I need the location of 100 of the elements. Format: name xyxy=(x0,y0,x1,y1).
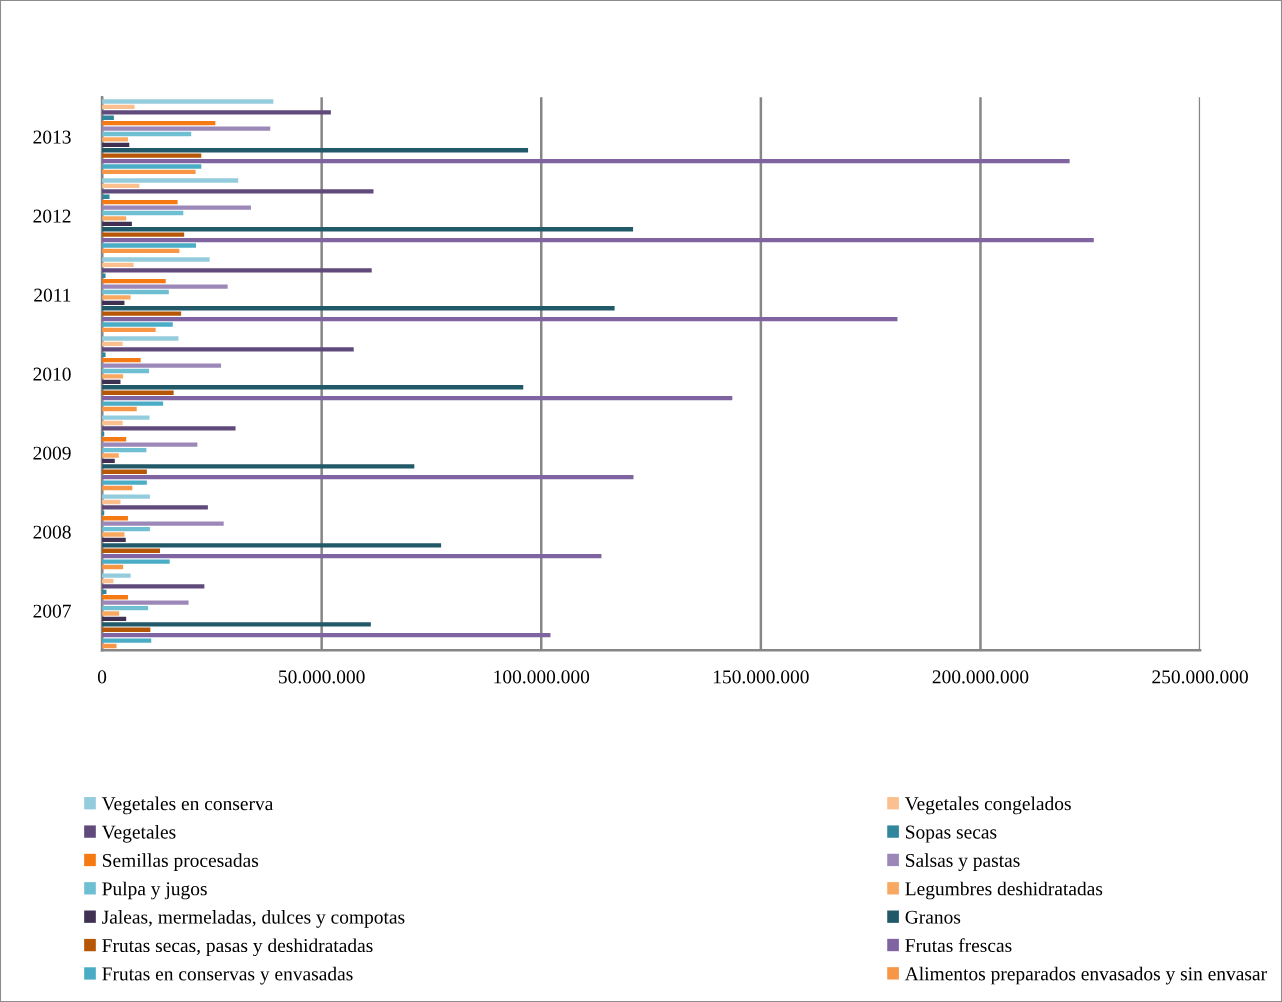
bar xyxy=(102,633,551,638)
legend-label: Pulpa y jugos xyxy=(102,881,207,900)
bar xyxy=(102,306,615,311)
legend-label: Vegetales congelados xyxy=(904,796,1071,815)
bar xyxy=(102,469,147,474)
bar xyxy=(102,426,236,431)
bar xyxy=(102,627,151,632)
bar xyxy=(102,316,898,322)
bar xyxy=(102,336,179,341)
bar xyxy=(102,358,141,363)
bar xyxy=(102,363,222,368)
bar xyxy=(102,279,166,284)
bar xyxy=(102,248,180,254)
y-tick-label: 2011 xyxy=(34,288,71,302)
bar xyxy=(102,584,205,589)
bar xyxy=(102,110,331,115)
y-tick-label: 2008 xyxy=(33,525,71,539)
bar xyxy=(102,311,182,316)
bar xyxy=(102,322,173,327)
bar xyxy=(102,543,442,548)
legend-label: Alimentos preparados envasados y sin envasar xyxy=(904,966,1267,985)
bar xyxy=(102,622,371,627)
bar xyxy=(102,474,634,480)
bar xyxy=(102,243,197,248)
bar xyxy=(102,200,178,205)
bar xyxy=(102,453,119,458)
bar xyxy=(102,268,372,273)
y-tick-label: 2013 xyxy=(33,130,71,144)
bar xyxy=(102,553,602,559)
bar xyxy=(102,347,354,352)
bar xyxy=(102,385,524,390)
bar xyxy=(102,327,156,333)
bar xyxy=(102,164,202,169)
bar xyxy=(102,505,208,510)
bar xyxy=(102,447,147,453)
legend-label: Vegetales en conserva xyxy=(101,796,274,815)
bar xyxy=(102,257,210,262)
legend-label: Granos xyxy=(905,910,961,924)
bar xyxy=(102,189,374,194)
bar xyxy=(102,401,164,406)
bar xyxy=(102,153,202,158)
x-tick-label: 100.000.000 xyxy=(494,670,590,684)
legend-label: Frutas frescas xyxy=(905,938,1012,953)
bar xyxy=(102,374,124,379)
bar xyxy=(102,158,1070,164)
legend-label: Vegetales xyxy=(101,824,176,843)
legend-label: Frutas secas, pasas y deshidratadas xyxy=(102,938,373,957)
bar xyxy=(102,420,123,426)
bar xyxy=(102,210,184,216)
x-tick-label: 150.000.000 xyxy=(713,670,809,684)
bar xyxy=(102,480,147,485)
bar xyxy=(102,232,185,237)
bar xyxy=(102,169,196,175)
bar xyxy=(102,368,150,374)
bar xyxy=(102,390,174,395)
bar xyxy=(102,284,228,289)
y-tick-label: 2010 xyxy=(33,367,71,381)
x-tick-label: 0 xyxy=(97,670,107,684)
bar xyxy=(102,148,529,153)
bar xyxy=(102,573,131,578)
bar xyxy=(102,137,128,142)
bar xyxy=(102,126,271,131)
x-tick-label: 200.000.000 xyxy=(932,670,1029,684)
legend-label: Jaleas, mermeladas, dulces y compotas xyxy=(102,910,405,928)
bar xyxy=(102,464,415,469)
bar xyxy=(102,415,150,420)
legend-label: Sopas secas xyxy=(906,825,997,843)
bar xyxy=(102,120,216,126)
x-tick-label: 50.000.000 xyxy=(279,670,365,684)
bar xyxy=(102,600,189,605)
bar xyxy=(102,532,125,537)
bar xyxy=(102,442,198,447)
bar xyxy=(102,178,239,183)
bar xyxy=(102,221,132,227)
bar xyxy=(102,104,135,110)
bar xyxy=(102,289,169,295)
bar xyxy=(102,131,192,137)
y-tick-label: 2007 xyxy=(33,604,71,618)
bar xyxy=(102,559,170,564)
bar xyxy=(102,548,161,553)
x-tick-label: 250.000.000 xyxy=(1152,670,1248,684)
bar xyxy=(102,395,733,401)
legend-label: Salsas y pastas xyxy=(906,853,1020,871)
bar xyxy=(102,605,149,611)
bar xyxy=(102,494,150,499)
y-tick-label: 2009 xyxy=(33,446,71,460)
bar xyxy=(102,341,123,347)
bar xyxy=(102,406,137,412)
bar xyxy=(102,216,127,221)
legend-label: Legumbres deshidratadas xyxy=(905,881,1103,900)
bar xyxy=(102,611,120,616)
bar xyxy=(102,521,224,526)
bar xyxy=(102,638,152,643)
bar xyxy=(102,295,131,300)
bar xyxy=(102,262,134,268)
legend-label: Frutas en conservas y envasadas xyxy=(102,966,353,985)
bar xyxy=(102,237,1094,243)
bar xyxy=(102,227,634,232)
bar xyxy=(102,526,150,532)
y-tick-label: 2012 xyxy=(33,209,71,223)
